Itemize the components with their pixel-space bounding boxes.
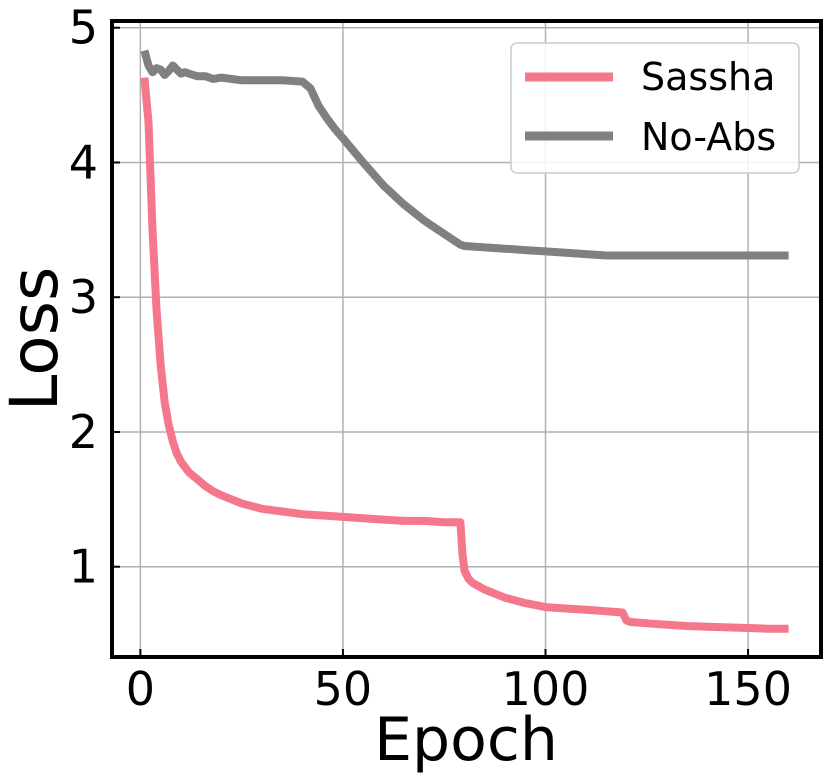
plot-frame bbox=[110, 19, 823, 659]
x-tick-label: 100 bbox=[502, 662, 590, 716]
y-tick-label: 2 bbox=[69, 405, 98, 459]
legend: Sassha No-Abs bbox=[510, 42, 800, 174]
axis-ticks: 0 50 100 150 1 2 3 4 5 bbox=[69, 1, 792, 716]
y-axis-label: Loss bbox=[0, 267, 73, 412]
x-tick-label: 150 bbox=[704, 662, 792, 716]
y-tick-label: 1 bbox=[69, 540, 98, 594]
series-line-no-abs bbox=[140, 49, 789, 260]
legend-label-sassha: Sassha bbox=[641, 55, 775, 99]
y-tick-label: 3 bbox=[69, 270, 98, 324]
x-tick-label: 0 bbox=[126, 662, 155, 716]
x-tick-label: 50 bbox=[314, 662, 373, 716]
y-tick-label: 5 bbox=[69, 1, 98, 55]
series-line-sassha bbox=[140, 77, 789, 633]
legend-label-no-abs: No-Abs bbox=[641, 115, 776, 159]
series-lines bbox=[140, 49, 789, 633]
y-tick-label: 4 bbox=[69, 135, 98, 189]
x-axis-label: Epoch bbox=[374, 705, 558, 775]
